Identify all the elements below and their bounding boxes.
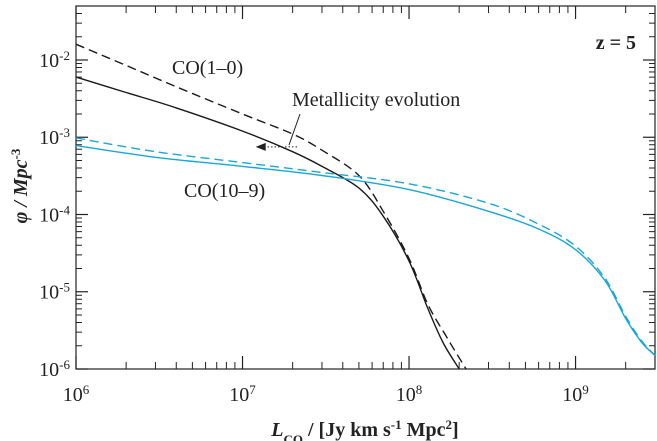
x-axis-title: LCO / [Jy km s-1 Mpc2]: [270, 417, 458, 441]
series-layer: [75, 43, 656, 370]
y-tick-label: 10-6: [39, 357, 70, 382]
x-tick-label: 108: [396, 382, 423, 407]
y-axis-title: φ / Mpc-3: [8, 148, 33, 223]
y-tick-label: 10-5: [39, 279, 70, 304]
y-tick-label: 10-2: [39, 47, 70, 72]
label-co10: CO(1–0): [172, 57, 243, 79]
series-line-4: [75, 137, 656, 356]
series-line-3: [75, 144, 656, 356]
metallicity-arrowhead: [255, 142, 266, 151]
series-line-1: [75, 76, 460, 370]
redshift-label: z = 5: [596, 32, 636, 54]
y-tick-label: 10-3: [39, 125, 70, 150]
minor-ticks: [76, 6, 655, 369]
series-line-2: [75, 43, 467, 370]
x-tick-label: 106: [63, 382, 90, 407]
major-ticks: 106 107 108 109 10-2 10-3 10-4 10-5 10-6: [39, 6, 655, 406]
label-metallicity: Metallicity evolution: [292, 89, 460, 111]
label-co109: CO(10–9): [184, 180, 265, 202]
plot-frame: [75, 5, 656, 370]
x-tick-label: 107: [229, 382, 256, 407]
x-tick-label: 109: [562, 382, 589, 407]
y-tick-label: 10-4: [39, 202, 70, 227]
annotation-layer: CO(1–0) CO(10–9) Metallicity evolution: [172, 57, 460, 202]
metallicity-leader-line: [288, 113, 301, 146]
